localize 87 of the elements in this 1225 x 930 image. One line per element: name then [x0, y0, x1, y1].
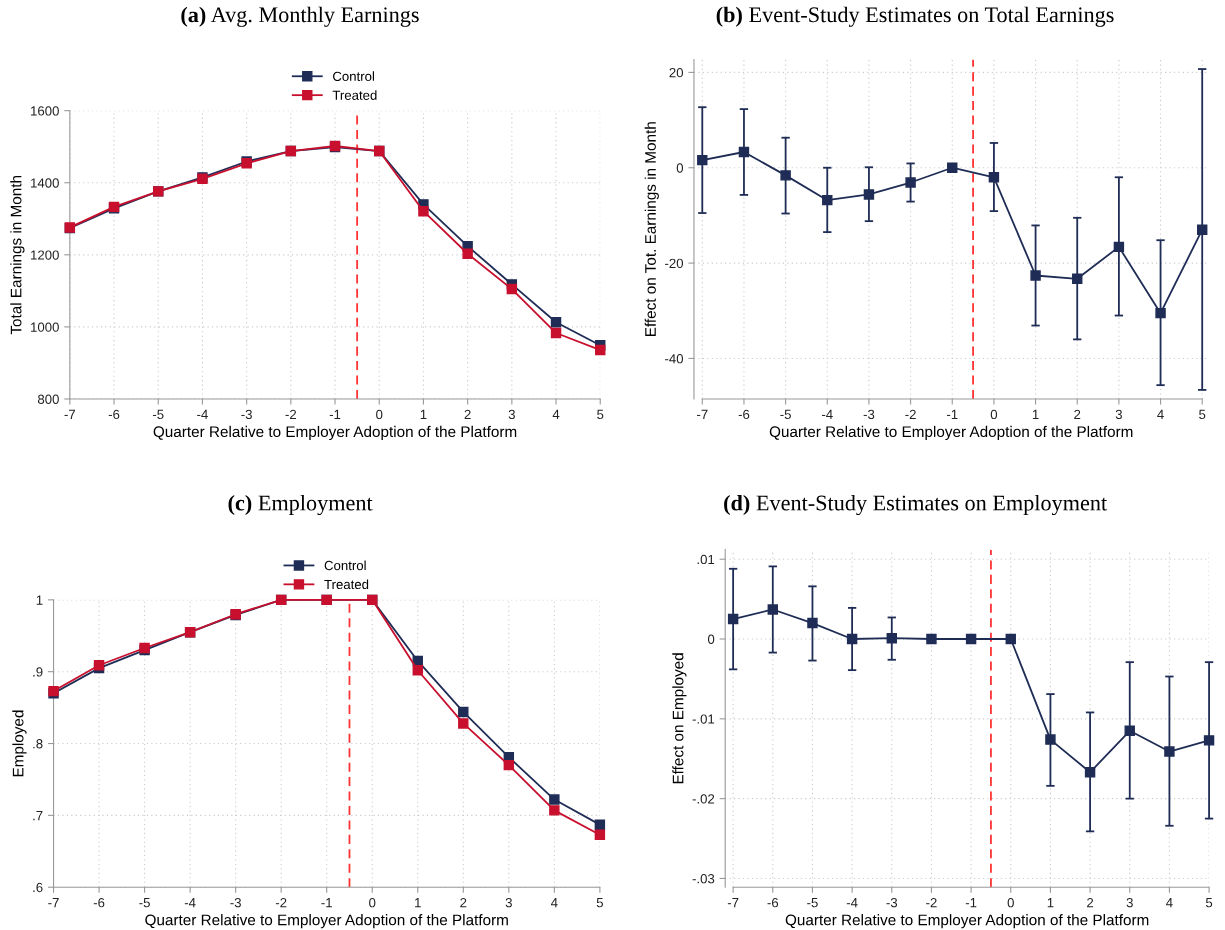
x-tick-label: -7 — [48, 898, 59, 908]
y-tick-label: 0 — [707, 634, 715, 644]
x-tick-label: 2 — [460, 897, 467, 908]
y-tick-label: -20 — [665, 258, 684, 269]
x-tick-label: 4 — [1166, 898, 1173, 908]
x-tick-label: 4 — [550, 898, 558, 908]
x-axis-title: Quarter Relative to Employer Adoption of the Platform — [145, 914, 508, 929]
y-tick-label: 1 — [36, 595, 43, 605]
x-tick-label: 5 — [596, 898, 603, 908]
x-tick-label: -4 — [846, 898, 858, 908]
x-tick-label: -3 — [886, 897, 898, 908]
x-axis-title: Quarter Relative to Employer Adoption of the Platform — [769, 425, 1133, 441]
y-tick-label: 1000 — [31, 322, 59, 332]
chart-title: (d) Event-Study Estimates on Employment — [724, 494, 1108, 516]
y-tick-label: 1200 — [31, 250, 59, 260]
x-tick-label: 0 — [369, 897, 376, 908]
legend-label: Treated — [324, 579, 369, 590]
x-tick-label: 3 — [1126, 897, 1133, 908]
legend-label: Control — [324, 560, 366, 571]
x-axis-title: Quarter Relative to Employer Adoption of the Platform — [153, 425, 517, 441]
x-tick-label: -2 — [285, 409, 297, 419]
x-tick-label: 5 — [1205, 898, 1213, 908]
x-tick-label: -6 — [738, 409, 750, 420]
x-tick-label: -3 — [863, 409, 875, 420]
x-tick-label: -2 — [926, 897, 937, 908]
x-tick-label: 1 — [420, 409, 427, 419]
x-tick-label: -7 — [697, 409, 708, 419]
y-tick-label: .7 — [33, 811, 43, 821]
legend-label: Control — [333, 71, 374, 81]
chart-title: (c) Employment — [228, 494, 373, 516]
x-tick-label: -7 — [64, 409, 76, 419]
x-tick-label: -1 — [965, 898, 977, 908]
y-axis-title: Total Earnings in Month — [10, 175, 25, 335]
x-tick-label: -4 — [821, 409, 833, 419]
x-tick-label: -6 — [767, 897, 779, 908]
x-tick-label: 1 — [415, 898, 421, 908]
x-tick-label: 0 — [990, 409, 998, 420]
y-tick-label: .6 — [33, 882, 43, 893]
x-tick-label: -3 — [241, 409, 252, 420]
x-tick-label: 3 — [1115, 409, 1122, 420]
x-tick-label: -4 — [197, 409, 208, 419]
y-tick-label: 1400 — [31, 178, 59, 188]
x-tick-label: 1 — [1032, 409, 1039, 419]
y-axis-title: Employed — [12, 710, 27, 777]
y-tick-label: -.01 — [692, 714, 715, 724]
x-tick-label: 1 — [1047, 898, 1054, 908]
y-tick-label: .8 — [33, 739, 43, 749]
y-tick-label: 0 — [676, 163, 684, 173]
y-tick-label: 800 — [37, 394, 59, 404]
x-tick-label: 2 — [1087, 897, 1094, 908]
x-tick-label: -5 — [139, 898, 150, 908]
x-tick-label: 2 — [464, 409, 471, 419]
x-tick-label: -5 — [807, 898, 818, 908]
x-tick-label: -1 — [321, 898, 332, 908]
x-tick-label: -7 — [727, 898, 739, 908]
y-tick-label: -.02 — [692, 794, 715, 804]
y-tick-label: -40 — [665, 354, 684, 364]
x-tick-label: 5 — [597, 409, 604, 420]
x-axis-title: Quarter Relative to Employer Adoption of the Platform — [785, 914, 1149, 929]
x-tick-label: 3 — [505, 897, 512, 908]
x-tick-label: -2 — [905, 409, 916, 419]
x-tick-label: 0 — [1007, 897, 1014, 908]
x-tick-label: -4 — [184, 898, 196, 908]
x-tick-label: -5 — [152, 409, 164, 420]
x-tick-label: -6 — [93, 897, 105, 908]
x-tick-label: -5 — [780, 409, 791, 420]
y-axis-title: Effect on Tot. Earnings in Month — [644, 122, 659, 336]
x-tick-label: -3 — [230, 897, 241, 908]
x-tick-label: -6 — [108, 409, 120, 420]
y-tick-label: .9 — [33, 667, 43, 677]
y-tick-label: 1600 — [31, 106, 59, 116]
y-tick-label: -.03 — [692, 874, 715, 884]
x-tick-label: 2 — [1074, 409, 1081, 419]
x-tick-label: 4 — [1157, 409, 1164, 419]
chart-title: (a) Avg. Monthly Earnings — [181, 6, 419, 27]
x-tick-label: -2 — [275, 897, 287, 908]
x-tick-label: 5 — [1199, 409, 1206, 420]
x-tick-label: 0 — [376, 409, 383, 420]
legend-label: Treated — [332, 90, 377, 100]
x-tick-label: 4 — [552, 409, 560, 419]
x-tick-label: -1 — [946, 409, 958, 419]
x-tick-label: 3 — [508, 409, 515, 420]
x-tick-label: -1 — [329, 409, 341, 419]
y-tick-label: 20 — [669, 67, 684, 78]
y-tick-label: .01 — [697, 554, 715, 565]
chart-title: (b) Event-Study Estimates on Total Earnings — [716, 6, 1114, 27]
y-axis-title: Effect on Employed — [672, 653, 687, 784]
